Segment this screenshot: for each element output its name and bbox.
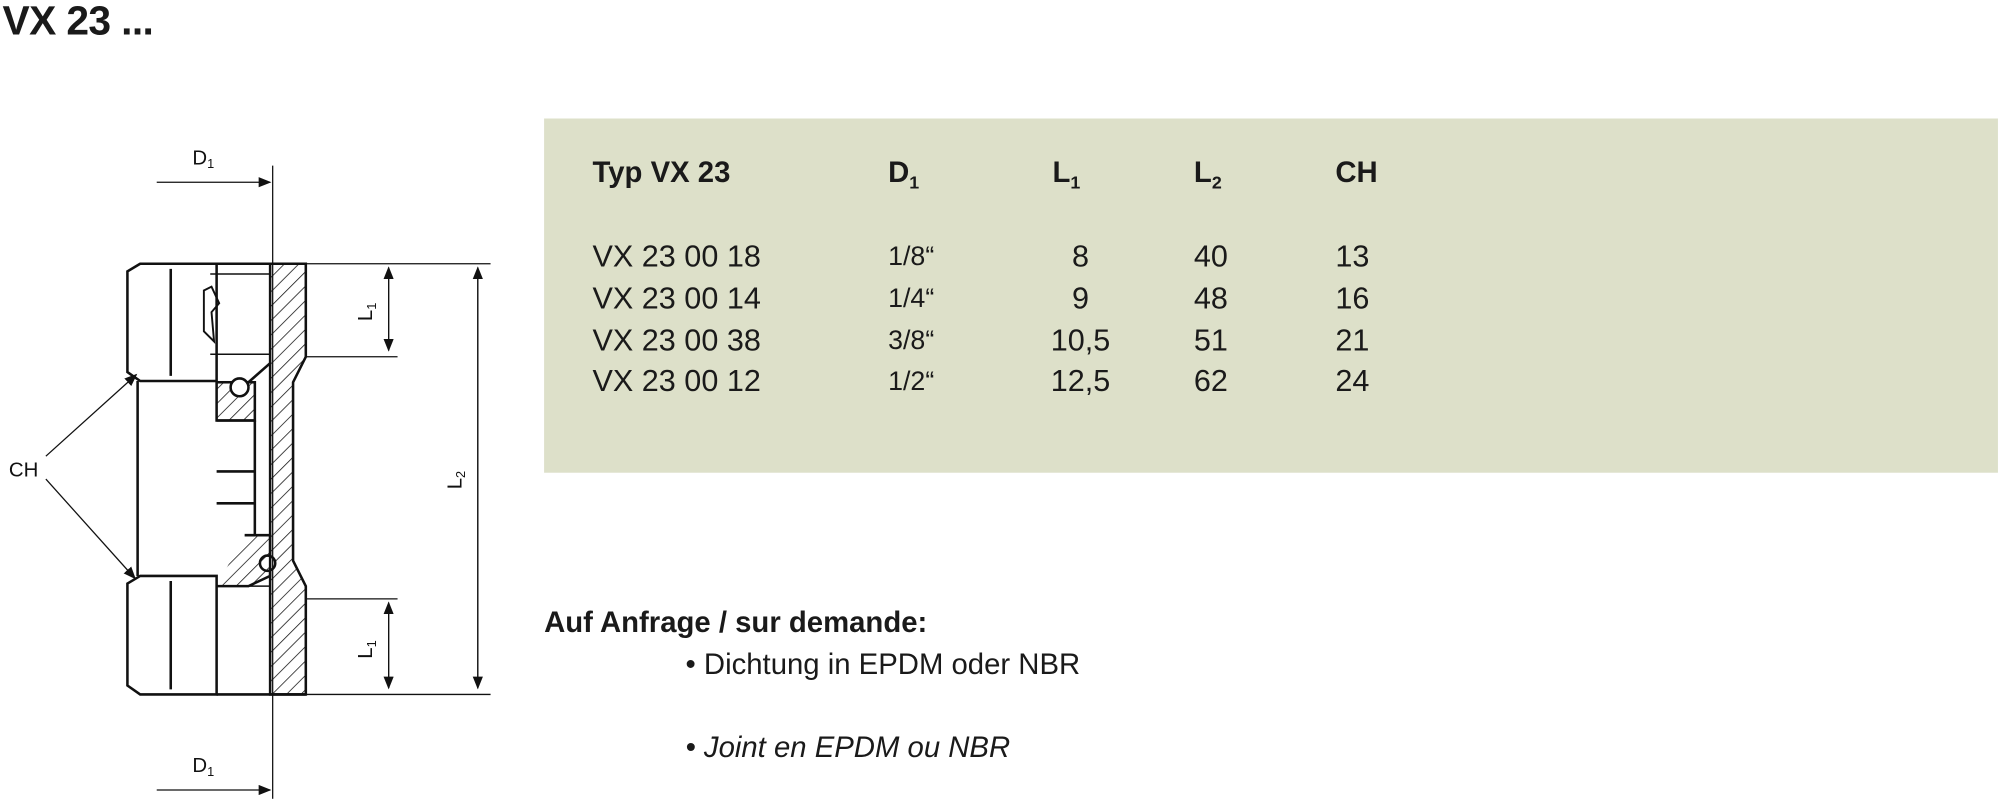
cell-l1: 12,5 xyxy=(1050,364,1111,399)
l1-bottom-label: L1 xyxy=(355,640,379,658)
cell-l2: 48 xyxy=(1193,281,1228,317)
dimension-table xyxy=(544,118,1998,473)
notes-title: Auf Anfrage / sur demande: xyxy=(544,605,928,639)
cell-l1: 9 xyxy=(1072,281,1090,317)
cell-ch: 24 xyxy=(1335,364,1370,399)
cell-d1: 1/8“ xyxy=(888,242,935,272)
note-item: • Joint en EPDM ou NBR xyxy=(685,730,1011,764)
header-ch: CH xyxy=(1335,155,1378,189)
cell-l2: 51 xyxy=(1193,323,1228,359)
cell-ch: 16 xyxy=(1335,281,1370,317)
page-title: VX 23 ... xyxy=(2,0,154,44)
cell-l2: 40 xyxy=(1193,239,1228,274)
header-l1: L1 xyxy=(1052,155,1081,193)
header-d1: D1 xyxy=(888,155,920,193)
lower-nut xyxy=(126,574,218,696)
cell-ch: 13 xyxy=(1335,239,1370,274)
l1-top-label: L1 xyxy=(355,303,379,321)
d1-bottom-label: D1 xyxy=(192,755,214,779)
cell-d1: 1/2“ xyxy=(888,366,935,397)
cell-type: VX 23 00 18 xyxy=(592,239,761,274)
header-type: Typ VX 23 xyxy=(592,155,731,189)
cell-type: VX 23 00 12 xyxy=(592,364,761,399)
header-l2: L2 xyxy=(1193,155,1222,193)
cell-d1: 3/8“ xyxy=(888,326,935,356)
cell-l1: 10,5 xyxy=(1050,323,1111,359)
cell-l2: 62 xyxy=(1193,364,1228,399)
l2-label: L2 xyxy=(444,471,468,489)
ch-label: CH xyxy=(9,460,38,482)
note-item: • Dichtung in EPDM oder NBR xyxy=(685,647,1081,681)
d1-top-label: D1 xyxy=(192,147,214,171)
cell-ch: 21 xyxy=(1335,323,1370,359)
cell-type: VX 23 00 14 xyxy=(592,281,761,317)
cell-type: VX 23 00 38 xyxy=(592,323,761,359)
technical-drawing: D1 D1 CH L1 L1 L2 xyxy=(9,147,491,799)
cell-d1: 1/4“ xyxy=(888,284,935,314)
cell-l1: 8 xyxy=(1072,239,1090,274)
